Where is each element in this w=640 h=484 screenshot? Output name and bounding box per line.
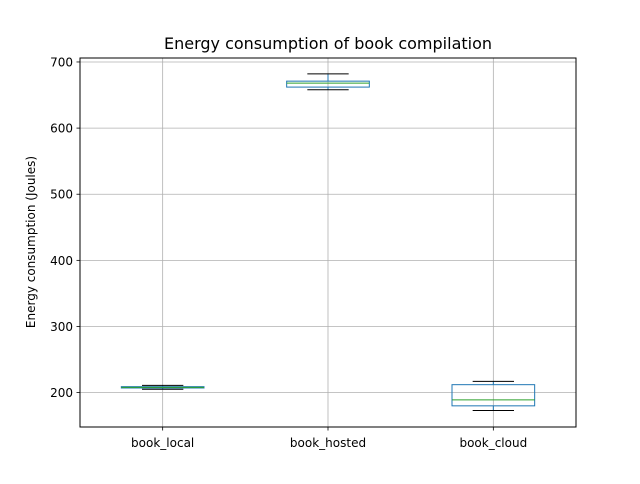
x-tick-label: book_cloud xyxy=(459,436,527,450)
grid-layer xyxy=(80,58,576,427)
y-tick-label: 300 xyxy=(50,320,73,334)
box-book_hosted xyxy=(286,73,370,91)
box-book_local xyxy=(120,384,205,390)
x-tick-label: book_local xyxy=(131,436,194,450)
iqr-box xyxy=(286,80,370,88)
y-axis-label: Energy consumption (Joules) xyxy=(24,156,38,328)
box-layer xyxy=(120,73,536,411)
x-tick-label: book_hosted xyxy=(290,436,366,450)
iqr-box xyxy=(451,384,536,407)
box-book_cloud xyxy=(451,380,536,411)
chart-title: Energy consumption of book compilation xyxy=(164,34,492,53)
y-tick-label: 500 xyxy=(50,188,73,202)
y-tick-label: 400 xyxy=(50,254,73,268)
tick-layer: 200 300 400 500 600 700 book_local book_hosted b… xyxy=(50,55,527,450)
y-tick-label: 200 xyxy=(50,386,73,400)
y-tick-label: 700 xyxy=(50,55,73,69)
y-tick-label: 600 xyxy=(50,122,73,136)
